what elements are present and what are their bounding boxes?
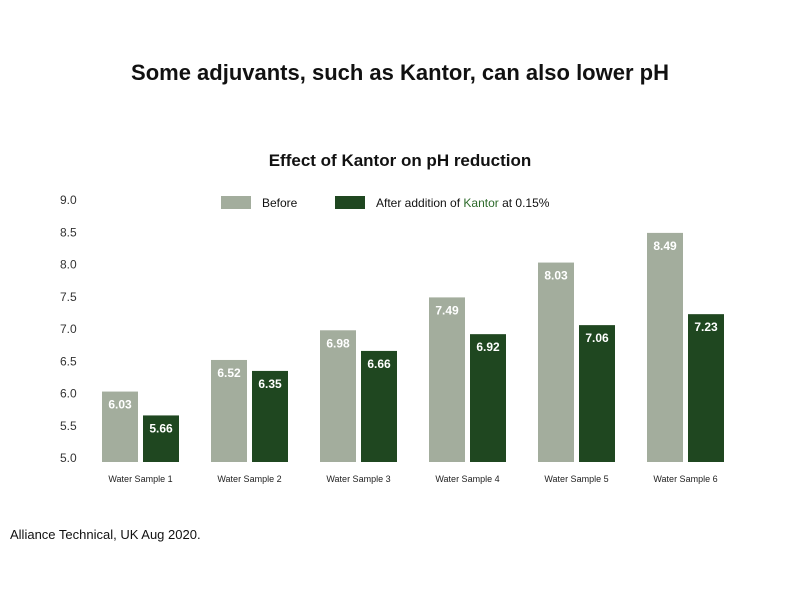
- y-axis: 5.0 5.5 6.0 6.5 7.0 7.5 8.0 8.5 9.0: [60, 193, 77, 465]
- bar-after: [361, 350, 397, 462]
- y-tick-label: 8.5: [60, 225, 77, 239]
- bar-value-label: 6.98: [326, 336, 350, 350]
- y-tick-label: 6.5: [60, 354, 77, 368]
- y-tick-label: 9.0: [60, 193, 77, 207]
- bar-after: [579, 325, 615, 462]
- legend-swatch-before: [221, 196, 251, 209]
- legend-label-before: Before: [262, 196, 298, 210]
- legend-label-after: After addition of Kantor at 0.15%: [376, 196, 550, 210]
- source-note: Alliance Technical, UK Aug 2020.: [10, 527, 201, 542]
- x-axis: Water Sample 1 Water Sample 2 Water Sample…: [108, 474, 717, 484]
- y-tick-label: 7.5: [60, 290, 77, 304]
- bar-before: [211, 359, 247, 462]
- bar-value-label: 7.06: [585, 331, 609, 345]
- category-label: Water Sample 1: [108, 474, 172, 484]
- bar-after: [688, 314, 724, 462]
- chart-title: Effect of Kantor on pH reduction: [268, 151, 532, 170]
- bar-value-label: 5.66: [149, 421, 173, 435]
- legend-after-prefix: After addition of: [376, 196, 463, 210]
- legend-swatch-after: [335, 196, 365, 209]
- bar-before: [538, 262, 574, 462]
- bar-after: [252, 370, 288, 462]
- bar-value-label: 8.03: [544, 269, 568, 283]
- bar-value-label: 6.66: [367, 357, 391, 371]
- bar-after: [470, 334, 506, 462]
- bar-value-label: 7.23: [694, 320, 718, 334]
- y-tick-label: 5.5: [60, 419, 77, 433]
- category-label: Water Sample 3: [326, 474, 390, 484]
- y-tick-label: 8.0: [60, 258, 77, 272]
- category-label: Water Sample 5: [544, 474, 608, 484]
- category-label: Water Sample 2: [217, 474, 281, 484]
- bar-before: [102, 391, 138, 462]
- bar-before: [647, 232, 683, 462]
- y-tick-label: 7.0: [60, 322, 77, 336]
- bar-value-label: 6.35: [258, 377, 282, 391]
- y-tick-label: 5.0: [60, 451, 77, 465]
- bar-before: [320, 330, 356, 462]
- bar-value-label: 6.52: [217, 366, 241, 380]
- bars: 6.03 5.66 6.52 6.35 6.98 6.66 7.49 6.92 8.03 7.06…: [102, 232, 724, 462]
- category-label: Water Sample 6: [653, 474, 717, 484]
- category-label: Water Sample 4: [435, 474, 499, 484]
- bar-before: [429, 297, 465, 462]
- y-tick-label: 6.0: [60, 387, 77, 401]
- bar-value-label: 8.49: [653, 239, 677, 253]
- bar-value-label: 6.03: [108, 398, 132, 412]
- bar-value-label: 6.92: [476, 340, 500, 354]
- legend-after-suffix: at 0.15%: [499, 196, 550, 210]
- legend: Before After addition of Kantor at 0.15%: [221, 196, 550, 210]
- bar-value-label: 7.49: [435, 303, 459, 317]
- bar-after: [143, 415, 179, 462]
- page-headline: Some adjuvants, such as Kantor, can also…: [131, 60, 669, 85]
- legend-after-brand: Kantor: [463, 196, 498, 210]
